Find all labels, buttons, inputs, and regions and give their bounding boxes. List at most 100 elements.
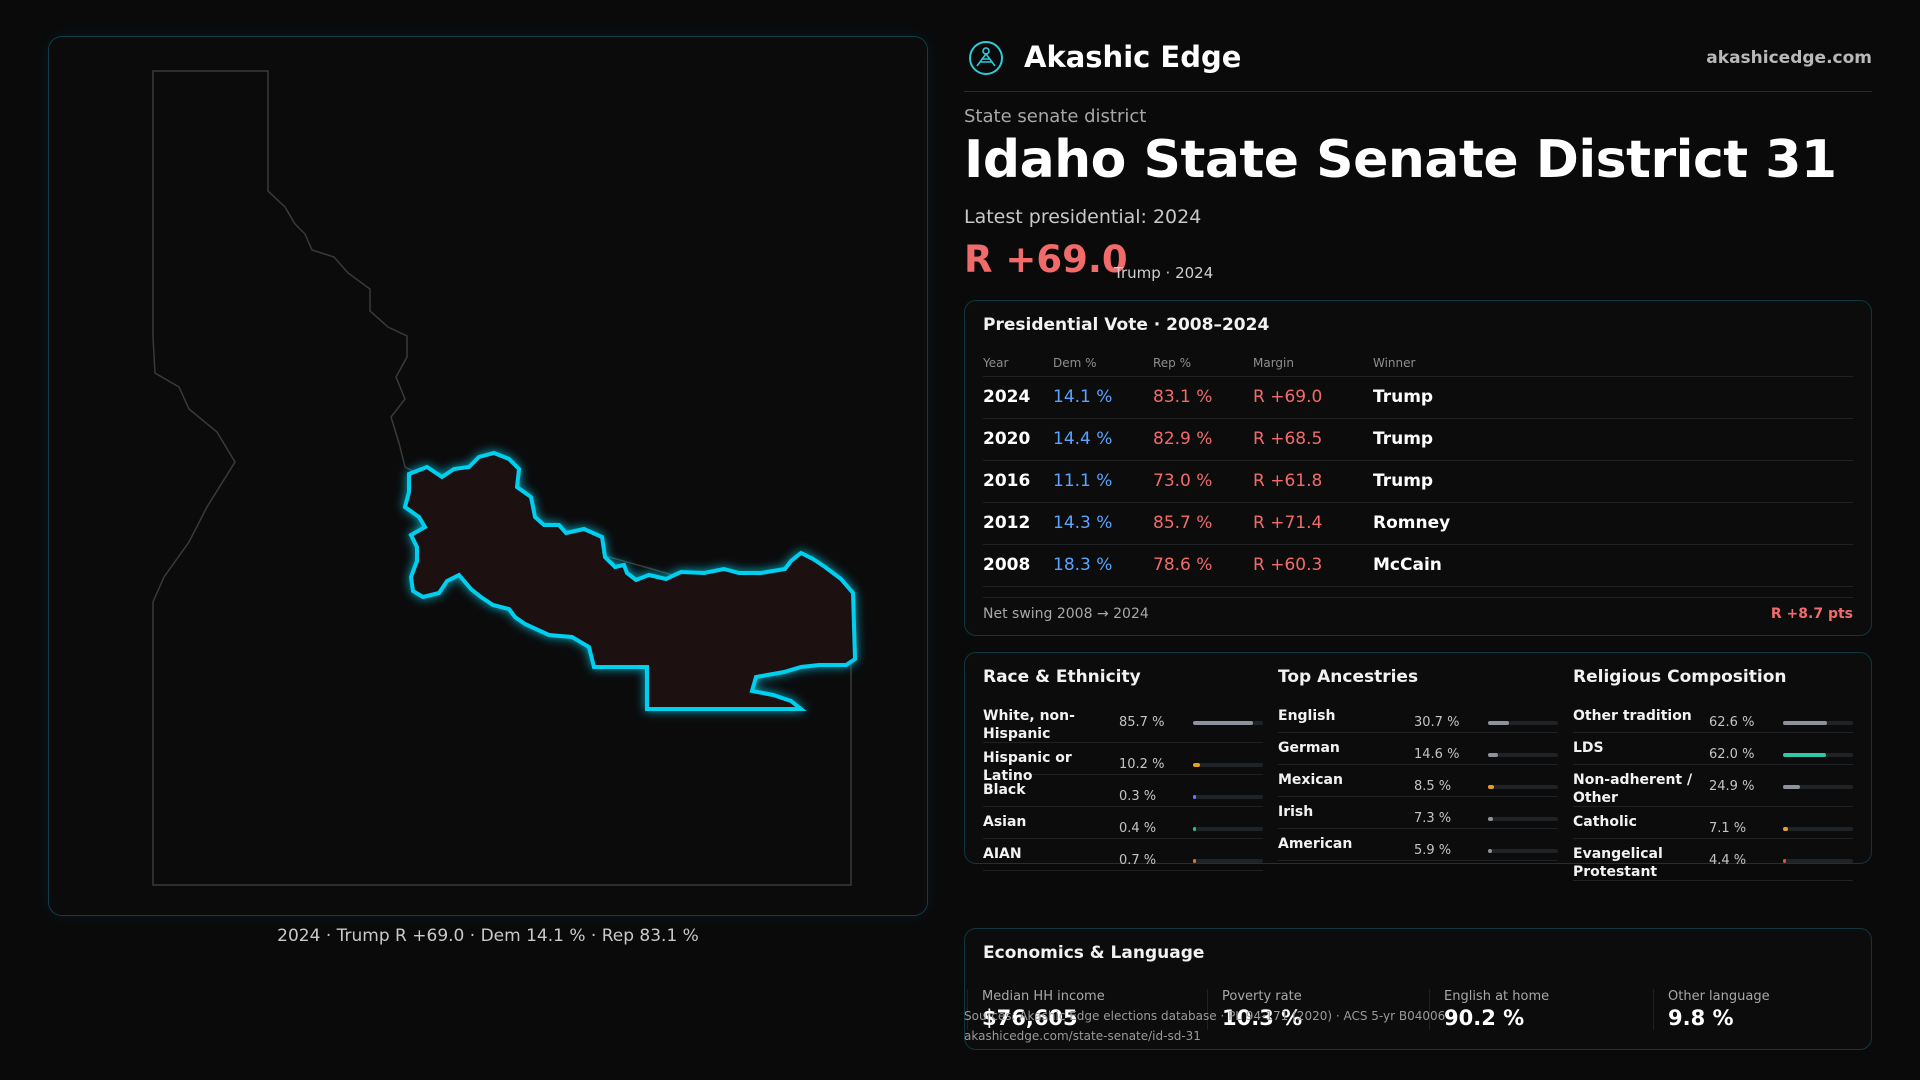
latest-margin: R +69.0	[964, 238, 1128, 281]
district-map[interactable]	[49, 37, 929, 917]
list-item: Hispanic or Latino 10.2 %	[983, 743, 1263, 784]
item-label: Black	[983, 782, 1026, 798]
poverty-rate-label: Poverty rate	[1222, 989, 1302, 1004]
item-value: 62.0 %	[1709, 747, 1755, 762]
item-bar	[1193, 721, 1263, 725]
cell-winner: McCain	[1373, 555, 1442, 575]
cell-rep: 73.0 %	[1153, 471, 1213, 491]
map-panel[interactable]	[48, 36, 928, 916]
table-row: 2016 11.1 % 73.0 % R +61.8 Trump	[983, 461, 1853, 503]
item-label: American	[1278, 836, 1353, 852]
list-item: German 14.6 %	[1278, 733, 1558, 765]
sources-url-link[interactable]: akashicedge.com/state-senate/id-sd-31	[964, 1029, 1201, 1043]
item-bar-fill	[1193, 763, 1201, 767]
list-item: Asian 0.4 %	[983, 807, 1263, 839]
col-dem: Dem %	[1053, 356, 1097, 370]
map-caption: 2024 · Trump R +69.0 · Dem 14.1 % · Rep …	[277, 926, 699, 946]
list-item: Evangelical Protestant 4.4 %	[1573, 839, 1853, 881]
item-bar-fill	[1783, 859, 1787, 863]
presidential-vote-card: Presidential Vote · 2008–2024 Year Dem %…	[964, 300, 1872, 636]
item-value: 62.6 %	[1709, 715, 1755, 730]
ancestry-list: English 30.7 % German 14.6 % Mexican 8.5 % Iri…	[1278, 701, 1558, 861]
cell-margin: R +61.8	[1253, 471, 1323, 491]
cell-year: 2016	[983, 471, 1031, 491]
item-value: 7.3 %	[1414, 811, 1452, 826]
item-value: 14.6 %	[1414, 747, 1460, 762]
item-label: Hispanic or Latino	[983, 750, 1072, 784]
item-value: 24.9 %	[1709, 779, 1755, 794]
ancestry-section: Top Ancestries English 30.7 % German 14.6 %…	[1278, 667, 1558, 861]
table-row: 2024 14.1 % 83.1 % R +69.0 Trump	[983, 377, 1853, 419]
item-value: 0.7 %	[1119, 853, 1157, 868]
district-type: State senate district	[964, 106, 1147, 127]
cell-dem: 14.1 %	[1053, 387, 1113, 407]
item-bar-fill	[1783, 827, 1788, 831]
religion-title: Religious Composition	[1573, 667, 1787, 687]
item-bar-fill	[1193, 721, 1253, 725]
cell-margin: R +71.4	[1253, 513, 1323, 533]
median-income: Median HH income $76,605	[967, 989, 1189, 1030]
item-bar	[1488, 849, 1558, 853]
demographics-card: Race & Ethnicity White, non-Hispanic 85.7…	[964, 652, 1872, 881]
cell-dem: 14.4 %	[1053, 429, 1113, 449]
item-label: English	[1278, 708, 1336, 724]
poverty-rate: Poverty rate 10.3 %	[1207, 989, 1429, 1030]
district-31-shape[interactable]	[402, 450, 858, 711]
item-value: 0.4 %	[1119, 821, 1157, 836]
item-bar	[1783, 785, 1853, 789]
item-bar-fill	[1193, 859, 1196, 863]
cell-margin: R +68.5	[1253, 429, 1323, 449]
cell-winner: Trump	[1373, 471, 1434, 491]
cell-margin: R +69.0	[1253, 387, 1323, 407]
item-label: German	[1278, 740, 1340, 756]
item-bar-fill	[1488, 753, 1499, 757]
item-label: Evangelical Protestant	[1573, 846, 1663, 880]
net-swing-label: Net swing 2008 → 2024	[983, 606, 1149, 622]
cell-rep: 83.1 %	[1153, 387, 1213, 407]
list-item: White, non-Hispanic 85.7 %	[983, 701, 1263, 743]
median-income-value: $76,605	[982, 1006, 1078, 1030]
brand-url-link[interactable]: akashicedge.com	[1706, 48, 1872, 68]
presidential-card-title: Presidential Vote · 2008–2024	[983, 315, 1270, 335]
col-year: Year	[983, 356, 1009, 370]
sources-text: Sources: Akashic Edge elections database…	[964, 1009, 1446, 1023]
item-bar-fill	[1193, 795, 1196, 799]
economics-card: Economics & Language Median HH income $7…	[964, 928, 1872, 1050]
item-bar-fill	[1488, 785, 1494, 789]
item-label: Non-adherent / Other	[1573, 772, 1693, 806]
item-label: AIAN	[983, 846, 1022, 862]
item-bar	[1488, 721, 1558, 725]
latest-margin-winner: Trump · 2024	[1114, 264, 1214, 282]
economics-title: Economics & Language	[983, 943, 1205, 963]
table-header: Year Dem % Rep % Margin Winner	[983, 349, 1853, 377]
brand-header: Akashic Edge akashicedge.com	[964, 36, 1872, 92]
poverty-rate-value: 10.3 %	[1222, 1006, 1303, 1030]
item-bar-fill	[1488, 721, 1510, 725]
other-language: Other language 9.8 %	[1653, 989, 1875, 1030]
english-at-home-value: 90.2 %	[1444, 1006, 1525, 1030]
cell-winner: Trump	[1373, 387, 1434, 407]
col-rep: Rep %	[1153, 356, 1192, 370]
race-list: White, non-Hispanic 85.7 % Hispanic or Lat…	[983, 701, 1263, 871]
item-label: LDS	[1573, 740, 1604, 756]
median-income-label: Median HH income	[982, 989, 1105, 1004]
list-item: LDS 62.0 %	[1573, 733, 1853, 765]
akashic-logo-icon	[969, 41, 1003, 75]
list-item: Other tradition 62.6 %	[1573, 701, 1853, 733]
table-row: 2008 18.3 % 78.6 % R +60.3 McCain	[983, 545, 1853, 587]
item-bar-fill	[1488, 849, 1493, 853]
item-bar	[1783, 827, 1853, 831]
item-value: 8.5 %	[1414, 779, 1452, 794]
item-value: 7.1 %	[1709, 821, 1747, 836]
list-item: AIAN 0.7 %	[983, 839, 1263, 871]
item-label: White, non-Hispanic	[983, 708, 1075, 742]
presidential-table: Year Dem % Rep % Margin Winner 2024 14.1 …	[983, 349, 1853, 587]
item-value: 5.9 %	[1414, 843, 1452, 858]
item-value: 4.4 %	[1709, 853, 1747, 868]
other-language-label: Other language	[1668, 989, 1770, 1004]
other-language-value: 9.8 %	[1668, 1006, 1734, 1030]
item-bar	[1488, 817, 1558, 821]
item-bar-fill	[1193, 827, 1196, 831]
item-value: 10.2 %	[1119, 757, 1165, 772]
